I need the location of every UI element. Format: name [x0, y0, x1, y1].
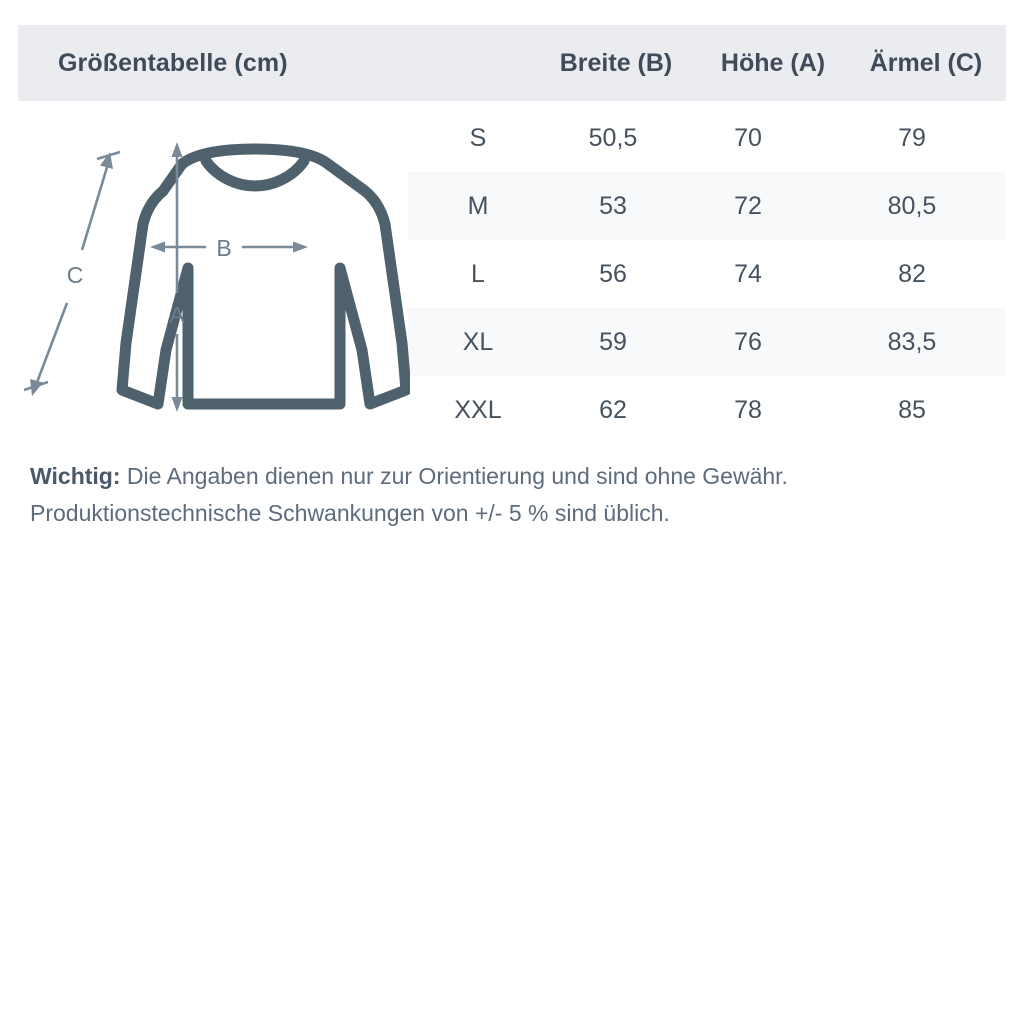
column-header-aermel: Ärmel (C): [869, 48, 983, 77]
cell-size: L: [471, 259, 485, 288]
footnote-line-1: Die Angaben dienen nur zur Orientierung …: [120, 463, 788, 489]
cell-breite: 50,5: [588, 123, 638, 152]
cell-aermel: 82: [898, 259, 926, 288]
dimension-arrow-sleeve: [23, 150, 121, 396]
table-row: M 53 72 80,5: [408, 172, 1006, 240]
dimension-arrow-width: [150, 241, 308, 253]
table-row: L 56 74 82: [408, 240, 1006, 308]
table-row: XL 59 76 83,5: [408, 308, 1006, 376]
size-table-body: S 50,5 70 79 M 53 72 80,5 L 56 74 82 XL …: [408, 104, 1006, 444]
cell-hoehe: 72: [734, 191, 762, 220]
dimension-label-height: A: [169, 302, 185, 328]
dimension-arrow-height: [171, 142, 183, 412]
dimension-arrows: [23, 142, 308, 412]
cell-aermel: 80,5: [887, 191, 937, 220]
column-header-breite: Breite (B): [559, 48, 673, 77]
column-header-hoehe: Höhe (A): [720, 48, 826, 77]
column-headers: Breite (B) Höhe (A) Ärmel (C): [408, 25, 1006, 101]
cell-size: XXL: [454, 395, 502, 424]
footnote-prefix: Wichtig:: [30, 463, 121, 489]
cell-hoehe: 78: [734, 395, 762, 424]
cell-aermel: 85: [898, 395, 926, 424]
cell-breite: 53: [599, 191, 627, 220]
cell-breite: 56: [599, 259, 627, 288]
dimension-label-sleeve: C: [67, 262, 84, 288]
cell-hoehe: 76: [734, 327, 762, 356]
cell-breite: 59: [599, 327, 627, 356]
cell-hoehe: 74: [734, 259, 762, 288]
cell-size: M: [467, 191, 489, 220]
cell-breite: 62: [599, 395, 627, 424]
cell-aermel: 79: [898, 123, 926, 152]
table-row: XXL 62 78 85: [408, 376, 1006, 444]
cell-aermel: 83,5: [887, 327, 937, 356]
footnote-line-2: Produktionstechnische Schwankungen von +…: [30, 500, 670, 526]
sweater-outline-icon: [116, 143, 410, 410]
cell-size: S: [469, 123, 487, 152]
cell-hoehe: 70: [734, 123, 762, 152]
garment-diagram: A B C: [10, 128, 410, 440]
table-header-band: Größentabelle (cm) Breite (B) Höhe (A) Ä…: [18, 25, 1006, 101]
footnote: Wichtig: Die Angaben dienen nur zur Orie…: [30, 458, 990, 532]
table-row: S 50,5 70 79: [408, 104, 1006, 172]
dimension-label-width: B: [216, 235, 231, 261]
page-title: Größentabelle (cm): [58, 48, 288, 77]
cell-size: XL: [462, 327, 494, 356]
